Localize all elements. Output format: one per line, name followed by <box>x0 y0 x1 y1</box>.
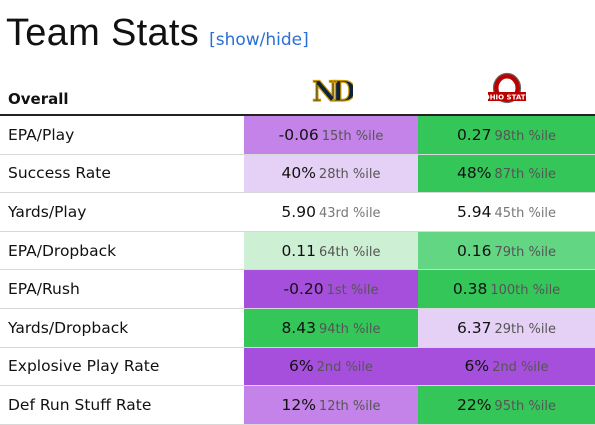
section-header: Overall <box>0 72 244 116</box>
stat-label: EPA/Rush <box>0 269 244 309</box>
stat-label: Yards/Play <box>0 192 244 232</box>
table-row: Success Rate 40% 28th %ile 48% 87th %ile <box>0 154 595 194</box>
stat-cell-team-2: 0.16 79th %ile <box>418 231 595 271</box>
percentile-label: 12th %ile <box>318 398 381 414</box>
table-header-row: Overall ND OHIO STATE <box>0 72 595 116</box>
stat-cell-team-1: 40% 28th %ile <box>244 154 418 194</box>
table-row: EPA/Rush -0.20 1st %ile 0.38 100th %ile <box>0 269 595 309</box>
stat-label: Def Run Stuff Rate <box>0 385 244 425</box>
stat-value: 6% <box>288 357 314 376</box>
ohio-state-logo-icon: OHIO STATE <box>485 72 529 104</box>
stat-value: 6.37 <box>456 318 492 337</box>
stat-value: 0.38 <box>452 280 488 299</box>
stat-value: 5.90 <box>281 202 316 221</box>
percentile-label: 43rd %ile <box>318 205 381 221</box>
table-row: Explosive Play Rate 6% 2nd %ile 6% 2nd %ile <box>0 347 595 387</box>
stat-value: 0.16 <box>456 241 492 260</box>
stat-cell-team-2: 6% 2nd %ile <box>418 347 595 387</box>
stat-cell-team-2: 0.38 100th %ile <box>418 269 595 309</box>
table-row: EPA/Play -0.06 15th %ile 0.27 98th %ile <box>0 115 595 155</box>
stat-value: 40% <box>281 164 316 183</box>
team-1-header: ND <box>244 72 418 116</box>
percentile-label: 100th %ile <box>490 283 561 299</box>
stat-value: 0.27 <box>456 125 492 144</box>
stat-value: 48% <box>456 164 492 183</box>
stat-label: Success Rate <box>0 154 244 194</box>
table-row: Yards/Play 5.90 43rd %ile 5.94 45th %ile <box>0 192 595 232</box>
stat-cell-team-2: 0.27 98th %ile <box>418 115 595 155</box>
section-label: Overall <box>8 90 69 108</box>
stat-value: -0.06 <box>278 125 319 144</box>
page-title: Team Stats <box>6 12 200 54</box>
page-header: Team Stats [show/hide] <box>6 12 309 55</box>
stat-value: 5.94 <box>456 202 492 221</box>
stat-label: EPA/Dropback <box>0 231 244 271</box>
percentile-label: 28th %ile <box>318 167 381 183</box>
percentile-label: 79th %ile <box>494 244 557 260</box>
show-hide-toggle[interactable]: [show/hide] <box>209 30 309 50</box>
svg-text:ND: ND <box>312 75 353 108</box>
stat-cell-team-1: 8.43 94th %ile <box>244 308 418 348</box>
stat-cell-team-2: 48% 87th %ile <box>418 154 595 194</box>
stat-label: Yards/Dropback <box>0 308 244 348</box>
stat-cell-team-2: 22% 95th %ile <box>418 385 595 425</box>
table-row: EPA/Dropback 0.11 64th %ile 0.16 79th %ile <box>0 231 595 271</box>
percentile-label: 98th %ile <box>494 128 557 144</box>
stat-value: 22% <box>456 395 492 414</box>
svg-text:OHIO STATE: OHIO STATE <box>485 94 529 102</box>
table-row: Yards/Dropback 8.43 94th %ile 6.37 29th %ile <box>0 308 595 348</box>
stat-cell-team-1: -0.06 15th %ile <box>244 115 418 155</box>
stat-value: 12% <box>281 395 316 414</box>
stat-cell-team-1: 6% 2nd %ile <box>244 347 418 387</box>
stat-value: -0.20 <box>283 280 324 299</box>
stat-cell-team-2: 5.94 45th %ile <box>418 192 595 232</box>
stat-value: 8.43 <box>281 318 316 337</box>
percentile-label: 64th %ile <box>318 244 381 260</box>
stat-label: EPA/Play <box>0 115 244 155</box>
percentile-label: 15th %ile <box>321 128 384 144</box>
stat-label: Explosive Play Rate <box>0 347 244 387</box>
percentile-label: 87th %ile <box>494 167 557 183</box>
stat-value: 0.11 <box>281 241 316 260</box>
stat-cell-team-2: 6.37 29th %ile <box>418 308 595 348</box>
stat-cell-team-1: 0.11 64th %ile <box>244 231 418 271</box>
percentile-label: 95th %ile <box>494 398 557 414</box>
percentile-label: 45th %ile <box>494 205 557 221</box>
percentile-label: 94th %ile <box>318 321 381 337</box>
team-2-header: OHIO STATE <box>418 72 595 116</box>
stat-value: 6% <box>464 357 490 376</box>
percentile-label: 1st %ile <box>326 283 379 299</box>
team-stats-table: Overall ND OHIO STATE EPA/Play -0.06 15th … <box>0 72 595 425</box>
stat-cell-team-1: 12% 12th %ile <box>244 385 418 425</box>
percentile-label: 2nd %ile <box>492 360 549 376</box>
table-row: Def Run Stuff Rate 12% 12th %ile 22% 95th %i… <box>0 385 595 425</box>
stat-cell-team-1: 5.90 43rd %ile <box>244 192 418 232</box>
notre-dame-logo-icon: ND <box>311 74 353 108</box>
stat-cell-team-1: -0.20 1st %ile <box>244 269 418 309</box>
percentile-label: 29th %ile <box>494 321 557 337</box>
percentile-label: 2nd %ile <box>316 360 374 376</box>
